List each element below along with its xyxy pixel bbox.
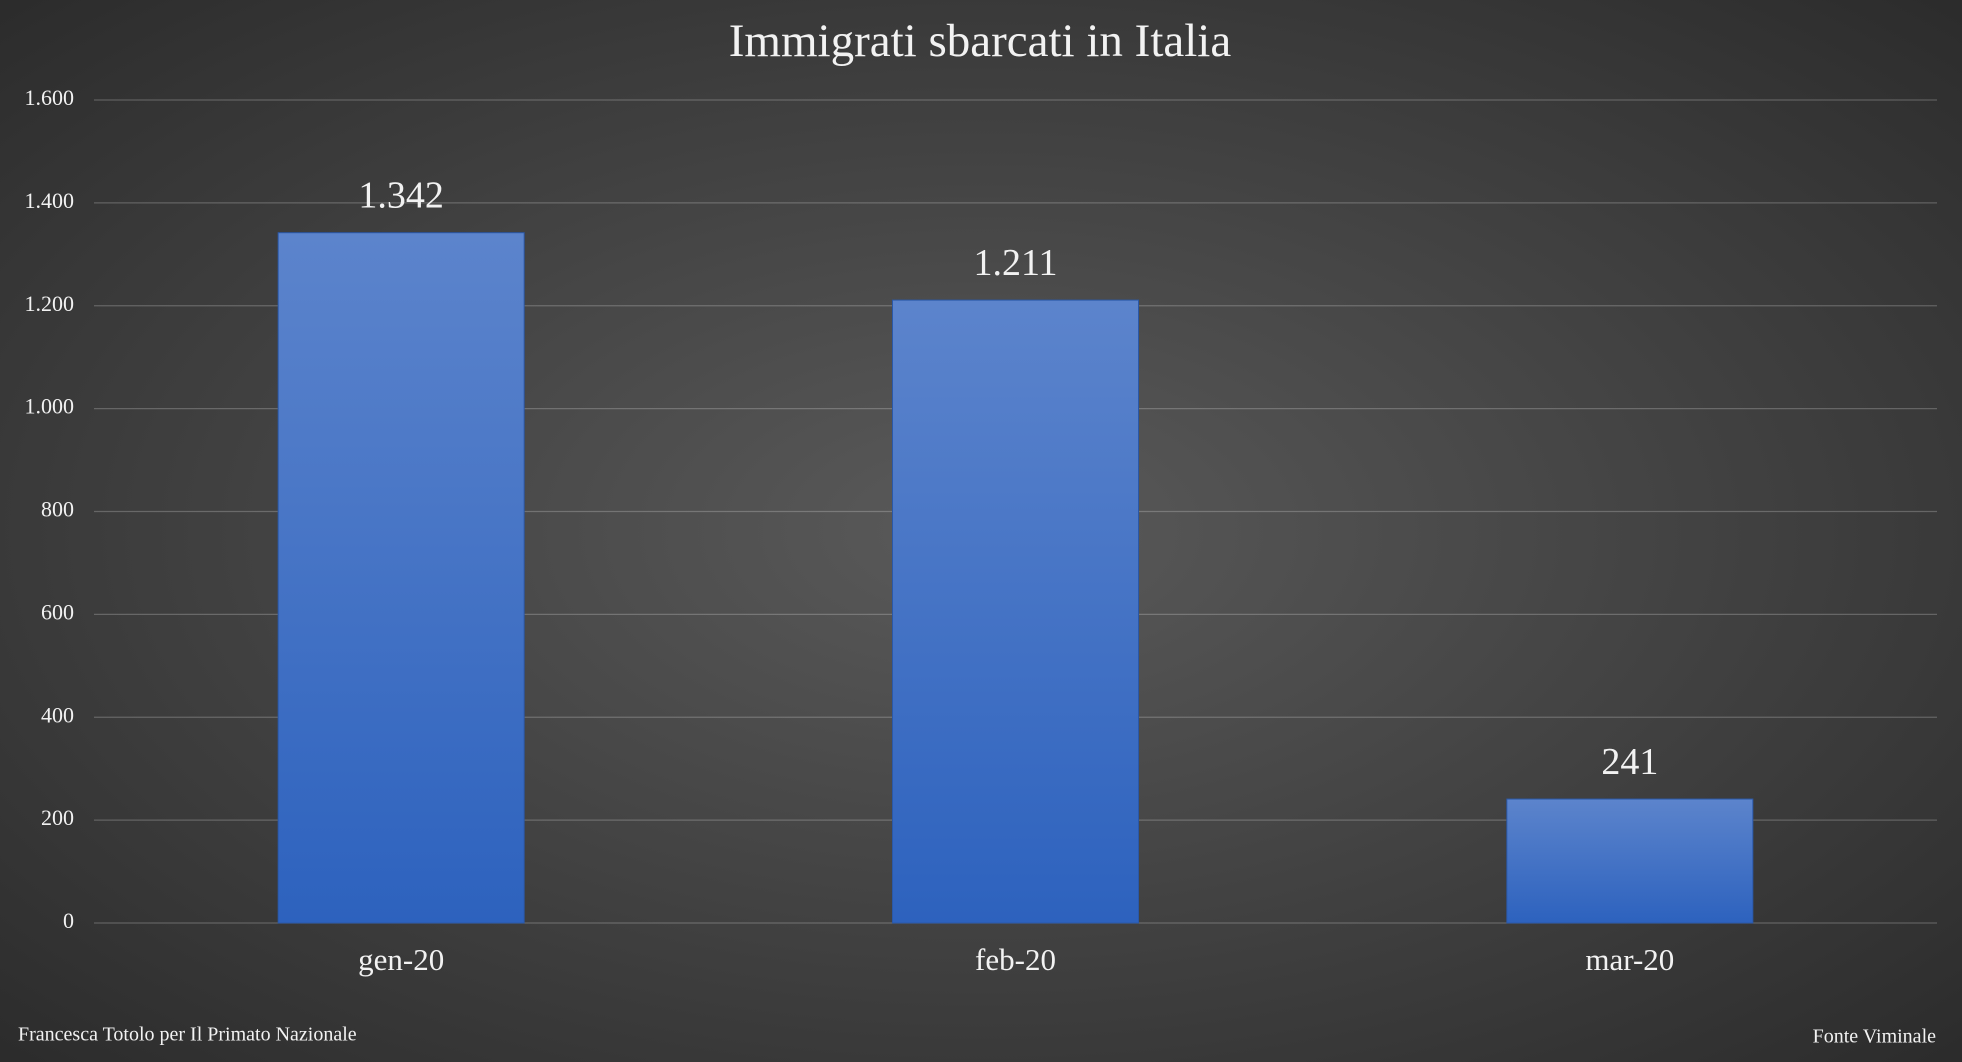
y-tick-label: 600 (41, 599, 74, 624)
y-tick-label: 400 (41, 702, 74, 727)
chart-title: Immigrati sbarcati in Italia (729, 15, 1232, 67)
y-tick-label: 1.200 (25, 291, 75, 316)
x-tick-label: mar-20 (1585, 942, 1674, 977)
author-note: Francesca Totolo per Il Primato Nazional… (18, 1024, 357, 1046)
x-tick-label: gen-20 (358, 942, 444, 977)
data-label: 1.211 (973, 242, 1057, 284)
bar (892, 299, 1139, 924)
bar (277, 232, 525, 924)
y-tick-label: 0 (63, 908, 74, 933)
data-label: 1.342 (358, 174, 444, 216)
x-tick-label: feb-20 (975, 942, 1056, 977)
y-tick-label: 1.600 (25, 85, 75, 110)
y-tick-label: 1.400 (25, 188, 75, 213)
y-tick-label: 200 (41, 805, 74, 830)
y-tick-label: 1.000 (25, 394, 75, 419)
y-tick-label: 800 (41, 497, 74, 522)
bar (1506, 798, 1754, 924)
data-label: 241 (1601, 741, 1658, 783)
source-note: Fonte Viminale (1813, 1026, 1937, 1048)
